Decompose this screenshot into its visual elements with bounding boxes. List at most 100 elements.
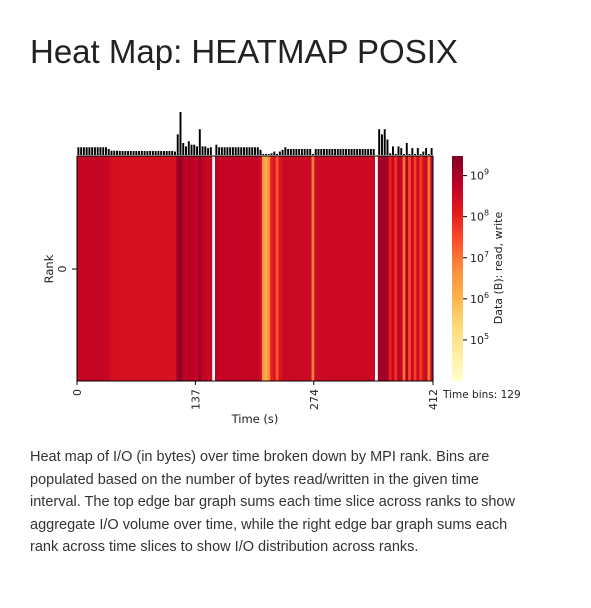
top-bar	[339, 148, 342, 155]
top-bar	[278, 151, 281, 155]
heatmap-cell	[226, 156, 230, 381]
top-bar	[267, 154, 270, 155]
top-bar	[157, 151, 160, 155]
heatmap-cell	[201, 156, 205, 381]
top-bar	[151, 151, 154, 155]
heatmap-cell	[278, 156, 282, 381]
top-bar	[220, 147, 223, 155]
top-bar	[116, 150, 118, 155]
heatmap-cell	[151, 156, 155, 381]
heatmap-cell	[253, 156, 257, 381]
heatmap-cell	[110, 156, 114, 381]
top-bar	[353, 148, 356, 155]
heatmap-cell	[361, 156, 365, 381]
heatmap-cell	[322, 156, 326, 381]
top-bar	[245, 147, 248, 155]
heatmap-cell	[239, 156, 243, 381]
top-bar	[88, 147, 91, 155]
heatmap-chart: 0 Rank 0 137 274 412 Time (s) 1051061071081…	[42, 112, 521, 426]
heatmap-cell	[281, 156, 285, 381]
top-edge-bar-graph	[77, 112, 433, 155]
heatmap-cell	[297, 156, 301, 381]
heatmap-cell	[347, 156, 351, 381]
top-bar	[298, 148, 301, 155]
top-bar	[231, 147, 234, 155]
top-bar	[218, 147, 221, 155]
heatmap-cell	[168, 156, 172, 381]
top-bar	[176, 134, 179, 155]
top-bar	[397, 146, 400, 155]
heatmap-cell	[375, 156, 379, 381]
x-tick-label: 274	[308, 389, 321, 410]
top-bar	[364, 148, 367, 155]
heatmap-cell	[394, 156, 398, 381]
heatmap-cell	[416, 156, 420, 381]
time-bins-label: Time bins: 129	[442, 389, 521, 401]
heatmap-cell	[96, 156, 100, 381]
top-bar	[168, 151, 171, 155]
top-bar	[323, 148, 325, 155]
heatmap-cell	[137, 156, 141, 381]
heatmap-cell	[214, 156, 219, 381]
heatmap-cell	[300, 156, 304, 381]
heatmap-cell	[145, 156, 150, 381]
heatmap-cell	[333, 156, 337, 381]
top-bar	[292, 148, 295, 155]
top-bar	[281, 149, 284, 155]
heatmap-cell	[179, 156, 183, 381]
top-bar	[419, 154, 422, 155]
top-bar	[405, 142, 408, 155]
top-bar	[127, 151, 130, 155]
heatmap-cell	[311, 156, 315, 381]
heatmap-cell	[405, 156, 409, 381]
top-bar	[295, 148, 298, 155]
heatmap-cell	[90, 156, 94, 381]
heatmap-cell	[101, 156, 105, 381]
top-bar	[287, 148, 290, 155]
heatmap-cell	[223, 156, 227, 381]
top-bar	[149, 151, 152, 155]
heatmap-cell	[129, 156, 133, 381]
heatmap-cell	[123, 156, 128, 381]
heatmap-cell	[399, 156, 403, 381]
heatmap-cell	[126, 156, 130, 381]
top-bar	[367, 148, 370, 155]
top-bar	[430, 148, 433, 155]
heatmap-cell	[325, 156, 329, 381]
top-bar	[174, 151, 176, 155]
top-bar	[201, 146, 204, 155]
top-bar	[237, 147, 240, 155]
y-tick-label: 0	[56, 266, 69, 273]
heatmap-cell	[242, 156, 246, 381]
heatmap-cell	[419, 156, 423, 381]
top-bar	[414, 154, 417, 155]
top-bar	[234, 147, 237, 155]
top-bar	[300, 148, 303, 155]
top-bar	[207, 148, 210, 155]
top-bar	[256, 147, 259, 155]
heatmap-cell	[397, 156, 401, 381]
heatmap-cell	[93, 156, 97, 381]
top-bar	[425, 148, 428, 155]
top-bar	[187, 141, 190, 155]
heatmap-cell	[292, 156, 296, 381]
x-tick-label: 412	[427, 389, 440, 410]
heatmap-cell	[286, 156, 290, 381]
heatmap-cell	[115, 156, 119, 381]
heatmap-cell	[319, 156, 323, 381]
top-bar	[334, 148, 336, 155]
top-bar	[135, 151, 138, 155]
heatmap-cell	[410, 156, 415, 381]
colorbar-tick-label: 107	[470, 250, 489, 265]
heatmap-cell	[259, 156, 263, 381]
top-bar	[80, 147, 83, 155]
top-bar	[306, 148, 309, 155]
top-bar	[223, 147, 226, 155]
heatmap-cell	[132, 156, 136, 381]
x-tick-label: 0	[71, 389, 84, 396]
top-bar	[378, 129, 381, 155]
heatmap-cell	[306, 156, 310, 381]
top-bar	[311, 154, 314, 155]
heatmap-figure: 0 Rank 0 137 274 412 Time (s) 105 106 107 108 1…	[0, 95, 591, 435]
heatmap-cell	[248, 156, 252, 381]
